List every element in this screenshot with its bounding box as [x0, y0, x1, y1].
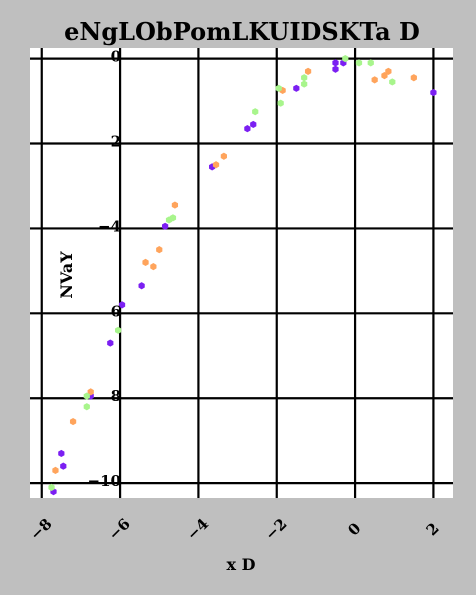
data-point: [87, 388, 94, 396]
data-point: [410, 74, 417, 82]
y-tick-label: 6: [111, 302, 121, 320]
x-tick-labels: −8 −6 −4 −2 0 2: [27, 515, 443, 544]
x-axis-label: x D: [227, 555, 256, 574]
y-axis-label: NVaY: [57, 251, 76, 299]
data-point: [60, 462, 67, 470]
y-tick-label: 2: [111, 133, 121, 151]
data-point: [150, 263, 157, 271]
y-tick-label: −10: [88, 472, 121, 490]
data-point: [367, 59, 374, 67]
data-point: [171, 201, 179, 209]
data-point: [118, 301, 126, 309]
x-tick-label: −2: [262, 515, 291, 544]
plot-area: [30, 48, 453, 498]
data-point: [212, 161, 220, 169]
data-point: [252, 108, 259, 116]
x-tick-label: −6: [105, 515, 134, 544]
data-point: [142, 258, 149, 266]
grid-lines: [30, 48, 453, 498]
data-point: [165, 216, 173, 224]
data-point: [430, 88, 437, 97]
x-tick-label: −4: [183, 515, 212, 544]
data-point: [115, 326, 122, 334]
data-point: [275, 84, 282, 92]
data-point: [83, 392, 90, 400]
x-tick-label: 2: [423, 519, 443, 539]
data-point: [52, 466, 59, 475]
data-point: [107, 339, 114, 347]
data-point: [332, 59, 339, 67]
chart-title: eNgLObPomLKUIDSKTa D: [64, 17, 420, 46]
data-point: [250, 120, 257, 129]
data-point: [58, 449, 65, 458]
data-point: [220, 152, 227, 160]
data-point: [355, 59, 363, 67]
data-point: [162, 222, 169, 230]
data-point: [69, 417, 77, 426]
data-point: [389, 78, 396, 86]
data-point: [293, 84, 300, 92]
data-point: [332, 65, 339, 73]
data-point: [83, 403, 90, 411]
data-point: [301, 74, 308, 82]
y-tick-label: −4: [98, 217, 121, 235]
data-point: [371, 76, 378, 84]
y-tick-label: 8: [111, 387, 121, 405]
data-point: [385, 67, 392, 75]
data-point: [277, 99, 284, 107]
y-tick-label: 0: [111, 48, 121, 66]
data-point: [244, 125, 251, 133]
data-point: [304, 67, 312, 75]
data-point: [342, 55, 349, 63]
x-tick-label: −8: [27, 515, 56, 544]
y-tick-labels: 0 2 −4 6 8 −10: [88, 48, 121, 491]
data-point: [138, 282, 145, 290]
data-point: [301, 80, 308, 88]
data-points: [48, 55, 437, 496]
data-point: [156, 246, 163, 254]
data-point: [381, 71, 388, 80]
data-point: [48, 483, 55, 491]
x-tick-label: 0: [344, 519, 364, 539]
